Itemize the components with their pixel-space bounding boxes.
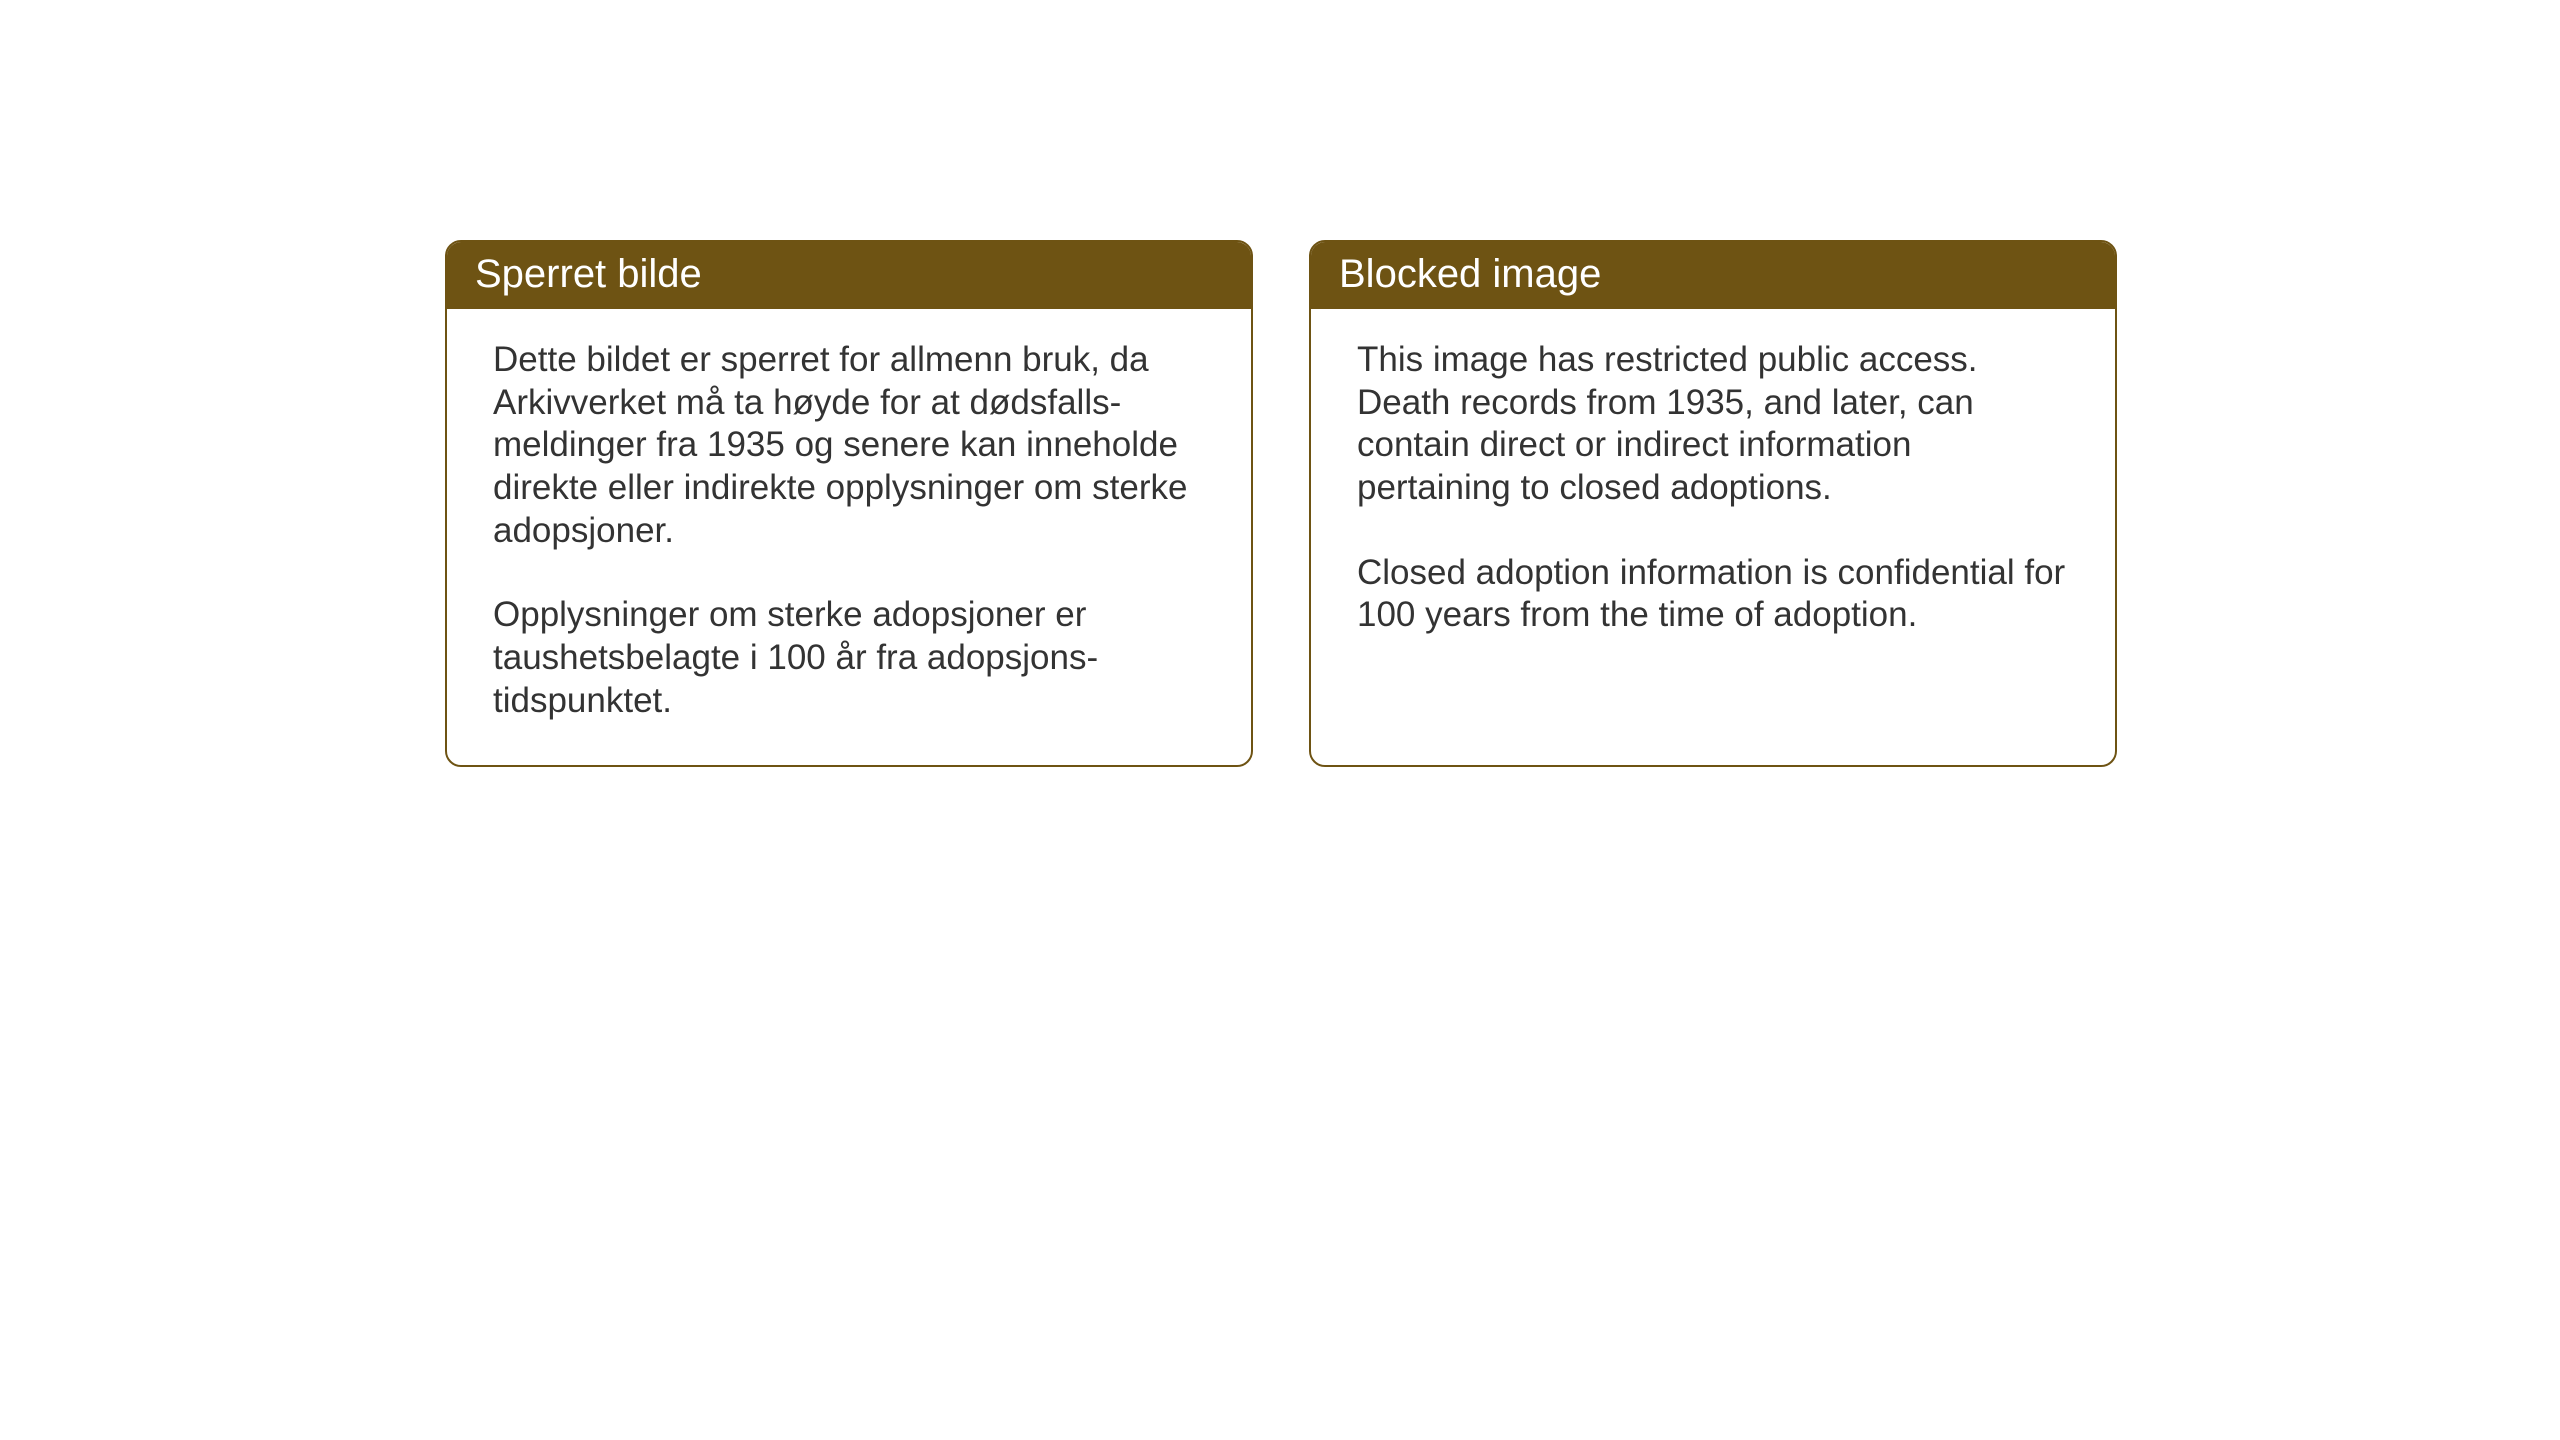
notice-body-english: This image has restricted public access.… [1311,309,2115,679]
notice-paragraph: Dette bildet er sperret for allmenn bruk… [493,339,1205,552]
notice-title-norwegian: Sperret bilde [447,242,1251,309]
notice-card-english: Blocked image This image has restricted … [1309,240,2117,767]
notice-paragraph: This image has restricted public access.… [1357,339,2069,510]
notice-card-norwegian: Sperret bilde Dette bildet er sperret fo… [445,240,1253,767]
notice-paragraph: Opplysninger om sterke adopsjoner er tau… [493,594,1205,722]
notice-title-english: Blocked image [1311,242,2115,309]
notice-body-norwegian: Dette bildet er sperret for allmenn bruk… [447,309,1251,765]
notice-container: Sperret bilde Dette bildet er sperret fo… [445,240,2117,767]
notice-paragraph: Closed adoption information is confident… [1357,552,2069,637]
